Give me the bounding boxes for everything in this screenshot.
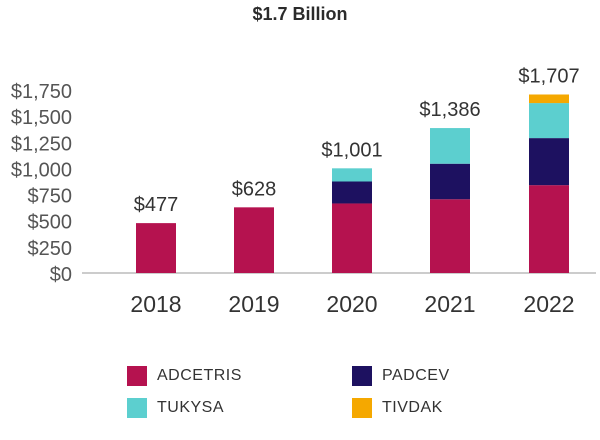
x-tick-label: 2021 (424, 291, 475, 317)
y-tick-label: $250 (28, 238, 73, 260)
x-tick-label: 2019 (228, 291, 279, 317)
bar-segment-padcev-2021 (430, 163, 470, 200)
y-tick-label: $1,250 (11, 133, 72, 155)
x-tick-label: 2018 (130, 291, 181, 317)
bar-segment-tukysa-2020 (332, 168, 372, 182)
y-tick-label: $1,500 (11, 107, 72, 129)
bar-segment-adcetris-2021 (430, 199, 470, 273)
y-tick-label: $750 (28, 186, 73, 208)
bar-segment-adcetris-2020 (332, 203, 372, 273)
bar-segment-adcetris-2018 (136, 223, 176, 273)
bar-segment-padcev-2020 (332, 181, 372, 204)
y-tick-label: $0 (50, 264, 72, 286)
y-tick-label: $1,000 (11, 159, 72, 181)
bar-segment-adcetris-2022 (529, 185, 569, 273)
chart-title: $1.7 Billion (252, 4, 348, 24)
total-label: $1,386 (419, 99, 480, 121)
bar-segment-adcetris-2019 (234, 207, 274, 273)
bar-segment-tukysa-2021 (430, 128, 470, 164)
x-tick-label: 2020 (326, 291, 377, 317)
y-tick-label: $500 (28, 212, 73, 234)
total-label: $1,001 (321, 139, 382, 161)
x-tick-label: 2022 (523, 291, 574, 317)
bar-segment-tukysa-2022 (529, 103, 569, 139)
bar-segment-tivdak-2022 (529, 94, 569, 104)
total-label: $477 (134, 194, 179, 216)
total-label: $1,707 (518, 65, 579, 87)
y-tick-label: $1,750 (11, 81, 72, 103)
total-label: $628 (232, 178, 277, 200)
bar-segment-padcev-2022 (529, 138, 569, 186)
